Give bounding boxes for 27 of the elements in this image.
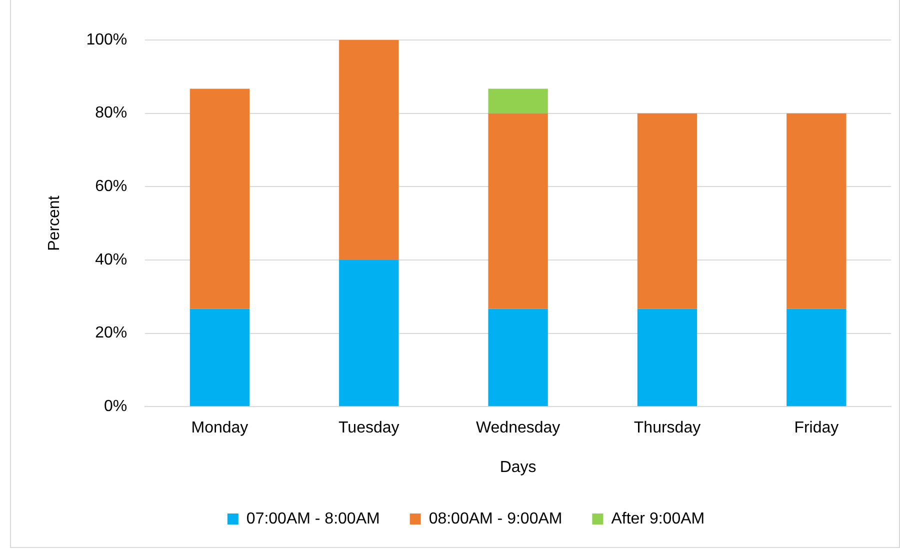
x-tick-label: Monday <box>191 420 248 437</box>
y-tick-label: 0% <box>104 398 128 416</box>
x-tick-label: Wednesday <box>476 420 560 437</box>
bar <box>488 308 548 406</box>
bar <box>190 308 250 406</box>
bar <box>488 88 548 114</box>
bar <box>190 88 250 309</box>
y-axis-title: Percent <box>46 195 64 251</box>
y-tick-label: 40% <box>95 251 128 268</box>
y-tick-label: 60% <box>95 178 128 196</box>
bar <box>488 113 548 309</box>
bar <box>339 260 399 406</box>
y-tick-label: 80% <box>95 104 128 122</box>
legend-label: After 9:00AM <box>611 510 705 528</box>
bar <box>786 308 846 406</box>
x-axis-title: Days <box>500 458 536 476</box>
y-tick-label: 20% <box>95 324 128 342</box>
y-tick-label: 100% <box>86 31 128 48</box>
x-tick-label: Tuesday <box>338 420 400 437</box>
bar <box>637 308 698 406</box>
bar <box>339 40 399 260</box>
x-tick-label: Thursday <box>634 420 701 437</box>
bar <box>637 113 698 309</box>
x-tick-label: Friday <box>794 420 839 437</box>
legend-label: 08:00AM - 9:00AM <box>428 510 562 528</box>
legend-label: 07:00AM - 8:00AM <box>246 510 380 528</box>
bar <box>786 113 846 309</box>
